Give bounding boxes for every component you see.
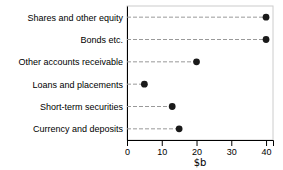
y-axis-line bbox=[127, 7, 128, 141]
x-tick: 40 bbox=[262, 140, 272, 157]
plot-frame bbox=[127, 6, 273, 140]
stem bbox=[127, 17, 266, 18]
y-tick: Shares and other equity bbox=[27, 13, 127, 23]
chart: 0 10 20 30 40 Currency and deposits Short-term… bbox=[0, 0, 283, 170]
stem bbox=[127, 61, 197, 62]
y-tick-label: Shares and other equity bbox=[27, 13, 123, 23]
y-tick-label: Bonds etc. bbox=[80, 35, 123, 45]
y-tick-label: Currency and deposits bbox=[33, 124, 124, 134]
y-tick: Short-term securities bbox=[40, 102, 127, 112]
marker bbox=[263, 14, 270, 21]
stem bbox=[127, 106, 172, 107]
marker bbox=[176, 125, 183, 132]
x-axis-title: $b bbox=[194, 157, 207, 168]
y-tick-label: Other accounts receivable bbox=[18, 57, 123, 67]
marker bbox=[263, 36, 270, 43]
plot: 0 10 20 30 40 Currency and deposits Short-term… bbox=[18, 6, 273, 157]
x-axis: 0 10 20 30 40 bbox=[125, 140, 274, 157]
marks bbox=[127, 14, 269, 132]
x-tick: 10 bbox=[157, 140, 167, 157]
x-tick: 30 bbox=[227, 140, 237, 157]
x-tick-mark bbox=[162, 140, 163, 146]
x-axis-line bbox=[128, 141, 274, 147]
marker bbox=[141, 81, 148, 88]
x-tick-label: 30 bbox=[227, 147, 237, 157]
y-tick: Currency and deposits bbox=[33, 124, 127, 134]
y-tick-label: Short-term securities bbox=[40, 102, 124, 112]
y-tick: Bonds etc. bbox=[80, 35, 127, 45]
x-tick: 0 bbox=[125, 140, 130, 157]
y-tick-label: Loans and placements bbox=[32, 80, 123, 90]
stem bbox=[127, 39, 266, 40]
y-tick: Other accounts receivable bbox=[18, 57, 127, 67]
y-tick: Loans and placements bbox=[32, 80, 127, 90]
x-tick-label: 20 bbox=[192, 147, 202, 157]
x-tick: 20 bbox=[192, 140, 202, 157]
marker bbox=[193, 58, 200, 65]
x-tick-mark bbox=[266, 140, 267, 146]
x-tick-mark bbox=[197, 140, 198, 146]
stem bbox=[127, 128, 179, 129]
x-tick-label: 0 bbox=[125, 147, 130, 157]
x-tick-label: 40 bbox=[262, 147, 272, 157]
x-tick-label: 10 bbox=[157, 147, 167, 157]
marker bbox=[169, 103, 176, 110]
y-axis: Currency and deposits Short-term securiti… bbox=[18, 7, 127, 141]
x-tick-mark bbox=[127, 140, 128, 146]
x-tick-mark bbox=[231, 140, 232, 146]
